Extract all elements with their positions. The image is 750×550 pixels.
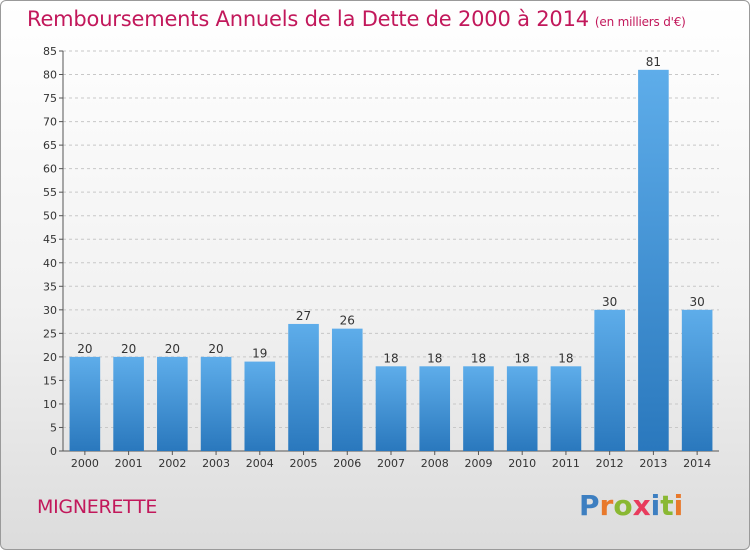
y-tick-label: 60 <box>43 163 57 176</box>
x-tick-label: 2010 <box>508 457 536 470</box>
x-tick-label: 2012 <box>596 457 624 470</box>
bar-value-label: 27 <box>296 309 311 323</box>
logo-letter: i <box>650 489 661 522</box>
x-tick-label: 2009 <box>464 457 492 470</box>
x-tick-label: 2007 <box>377 457 405 470</box>
bar-value-label: 18 <box>383 351 398 365</box>
bar <box>419 366 451 451</box>
bar-value-label: 81 <box>646 55 661 69</box>
bar <box>506 366 538 451</box>
bar-value-label: 19 <box>252 347 267 361</box>
chart-title: Remboursements Annuels de la Dette de 20… <box>27 7 686 31</box>
y-tick-label: 30 <box>43 304 57 317</box>
labels: 0 5 10 15 20 25 30 35 40 45 50 55 60 65 70 75 80 85 2000 20… <box>43 45 711 470</box>
y-tick-label: 25 <box>43 327 57 340</box>
y-tick-label: 80 <box>43 69 57 82</box>
commune-name: MIGNERETTE <box>37 496 158 518</box>
bar-value-label: 18 <box>558 351 573 365</box>
bar <box>244 361 276 451</box>
logo-letter: r <box>599 489 614 522</box>
logo-letter: i <box>673 489 684 522</box>
logo-letter: P <box>579 489 600 522</box>
bar <box>157 356 188 451</box>
x-tick-label: 2001 <box>115 457 143 470</box>
y-tick-label: 5 <box>50 421 57 434</box>
bar-value-label: 30 <box>602 295 617 309</box>
bar-value-label: 18 <box>515 351 530 365</box>
y-tick-label: 40 <box>43 257 57 270</box>
x-tick-label: 2006 <box>333 457 361 470</box>
bar <box>288 323 319 451</box>
x-tick-label: 2011 <box>552 457 580 470</box>
y-tick-label: 15 <box>43 374 57 387</box>
bar-value-label: 20 <box>165 342 180 356</box>
x-tick-label: 2002 <box>158 457 186 470</box>
bars <box>69 69 713 451</box>
bar-value-label: 18 <box>427 351 442 365</box>
y-tick-label: 75 <box>43 92 57 105</box>
x-tick-label: 2004 <box>246 457 274 470</box>
y-tick-label: 65 <box>43 139 57 152</box>
y-tick-label: 10 <box>43 398 57 411</box>
bar <box>463 366 494 451</box>
bar <box>375 366 407 451</box>
proxiti-logo: Proxiti <box>579 489 683 522</box>
bar <box>331 328 363 451</box>
bar <box>69 356 101 451</box>
bar-value-label: 30 <box>689 295 704 309</box>
y-tick-label: 0 <box>50 445 57 458</box>
bar <box>200 356 232 451</box>
bar-value-label: 20 <box>77 342 92 356</box>
bar-value-label: 20 <box>208 342 223 356</box>
logo-letter: x <box>632 489 651 522</box>
bar <box>681 309 713 451</box>
x-tick-label: 2000 <box>71 457 99 470</box>
y-tick-label: 50 <box>43 210 57 223</box>
y-tick-label: 45 <box>43 233 57 246</box>
chart-title-text: Remboursements Annuels de la Dette de 20… <box>27 7 589 31</box>
bar <box>113 356 144 451</box>
x-tick-label: 2013 <box>639 457 667 470</box>
bar <box>638 69 669 451</box>
y-tick-label: 35 <box>43 280 57 293</box>
bar-value-label: 18 <box>471 351 486 365</box>
y-tick-label: 70 <box>43 116 57 129</box>
bar-value-label: 20 <box>121 342 136 356</box>
logo-letter: o <box>613 489 633 522</box>
bar <box>550 366 582 451</box>
y-tick-label: 55 <box>43 186 57 199</box>
x-tick-label: 2008 <box>421 457 449 470</box>
x-tick-label: 2003 <box>202 457 230 470</box>
bar <box>594 309 625 451</box>
y-tick-label: 20 <box>43 351 57 364</box>
y-tick-label: 85 <box>43 45 57 58</box>
logo-letter: t <box>660 489 674 522</box>
x-tick-label: 2005 <box>290 457 318 470</box>
x-tick-label: 2014 <box>683 457 711 470</box>
chart-unit: (en milliers d'€) <box>594 15 686 29</box>
bar-value-label: 26 <box>340 314 355 328</box>
